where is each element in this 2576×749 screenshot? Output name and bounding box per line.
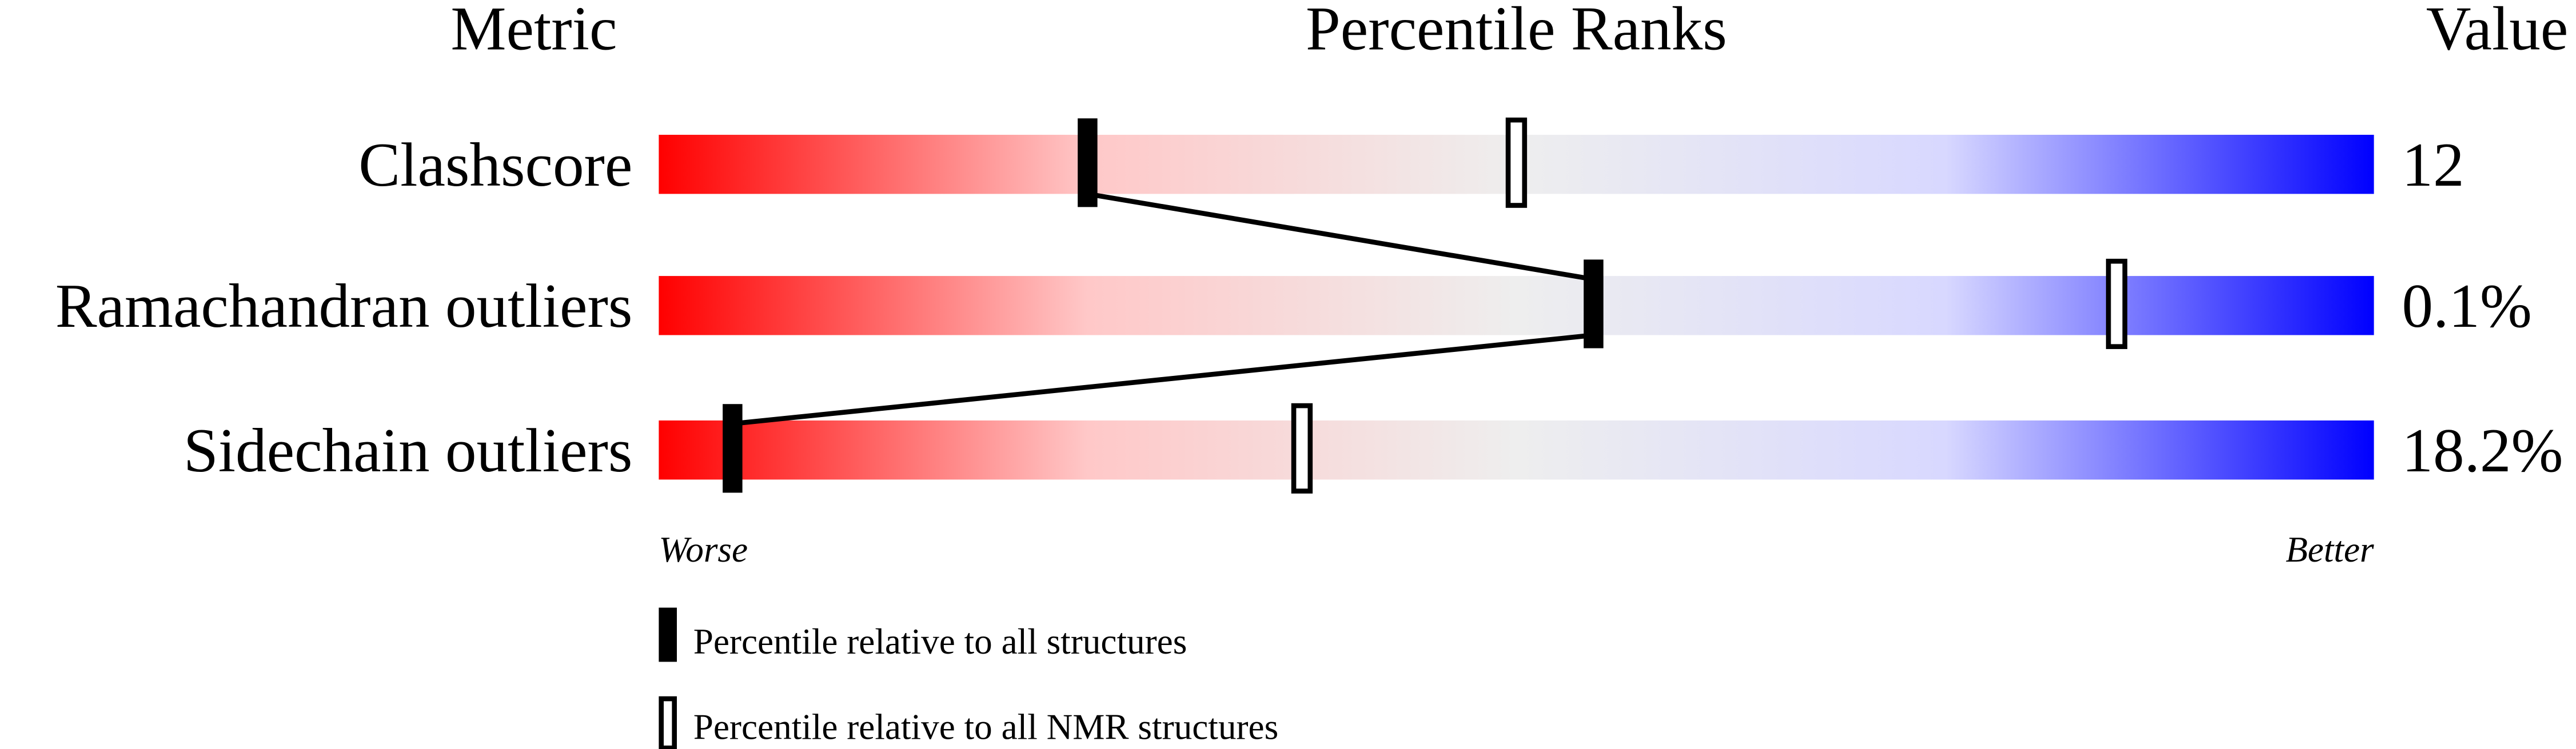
header-percentile-ranks: Percentile Ranks — [1306, 0, 1727, 63]
all-percentile-marker — [1584, 259, 1604, 349]
worse-label: Worse — [659, 530, 748, 570]
connector-line — [732, 333, 1594, 426]
metric-label: Clashscore — [358, 130, 632, 199]
percentile-bar — [659, 276, 2374, 335]
legend-open-marker-icon — [659, 696, 677, 749]
legend-nmr-label: Percentile relative to all NMR structure… — [693, 707, 1278, 747]
metric-value: 0.1% — [2402, 271, 2531, 341]
connector-line — [1087, 191, 1594, 282]
header-value: Value — [2426, 0, 2569, 63]
better-label: Better — [2286, 530, 2374, 570]
nmr-percentile-marker — [1505, 117, 1528, 208]
metric-value: 12 — [2402, 130, 2464, 199]
header-metric: Metric — [450, 0, 617, 63]
percentile-bar — [659, 420, 2374, 480]
legend-all-label: Percentile relative to all structures — [693, 622, 1187, 662]
nmr-percentile-marker — [1291, 403, 1313, 494]
all-percentile-marker — [723, 404, 743, 493]
metric-label: Ramachandran outliers — [55, 271, 633, 341]
metric-value: 18.2% — [2402, 416, 2563, 485]
metric-label: Sidechain outliers — [184, 416, 632, 485]
all-percentile-marker — [1078, 118, 1098, 207]
legend-filled-marker-icon — [659, 607, 677, 662]
nmr-percentile-marker — [2106, 258, 2128, 349]
